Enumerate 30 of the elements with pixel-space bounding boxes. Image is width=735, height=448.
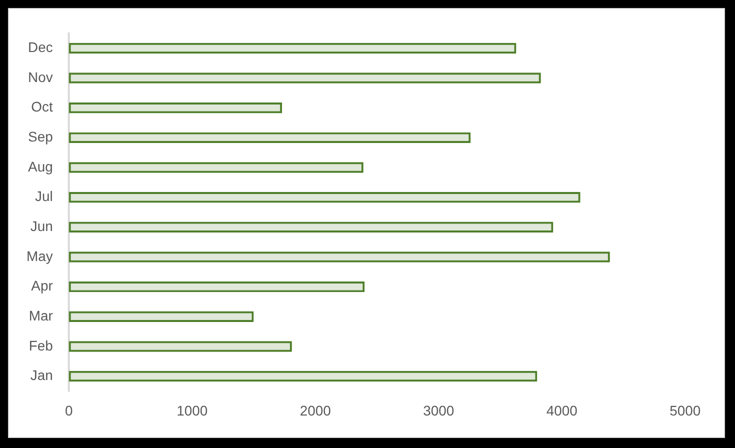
y-tick-label: Apr (31, 278, 54, 294)
bar (68, 42, 516, 54)
bar (68, 162, 364, 173)
y-tick-label: Jan (30, 367, 53, 384)
bar (68, 132, 471, 144)
y-tick-label: Jun (30, 218, 53, 234)
x-tick-label: 0 (64, 402, 73, 418)
x-tick-label: 5000 (670, 402, 701, 418)
y-tick-label: Nov (28, 68, 53, 85)
y-tick-label: Dec (28, 39, 53, 56)
x-tick-label: 1000 (176, 402, 208, 418)
bar (68, 281, 365, 292)
y-tick-label: Mar (28, 308, 54, 324)
x-tick-label: 4000 (546, 402, 578, 418)
bar (68, 222, 554, 233)
x-tick-label: 3000 (423, 402, 454, 418)
bar (68, 102, 282, 114)
y-tick-label: Oct (31, 98, 53, 115)
y-tick-label: Feb (28, 337, 54, 354)
bar (68, 192, 580, 203)
bar (68, 370, 538, 382)
bar (68, 311, 254, 322)
bar (68, 72, 541, 84)
y-tick-label: Sep (28, 128, 54, 145)
x-tick-label: 2000 (300, 402, 332, 418)
bar (68, 252, 610, 262)
y-tick-label: May (26, 248, 53, 264)
bar (68, 341, 292, 352)
y-tick-label: Jul (35, 188, 53, 204)
y-tick-label: Aug (28, 158, 53, 174)
